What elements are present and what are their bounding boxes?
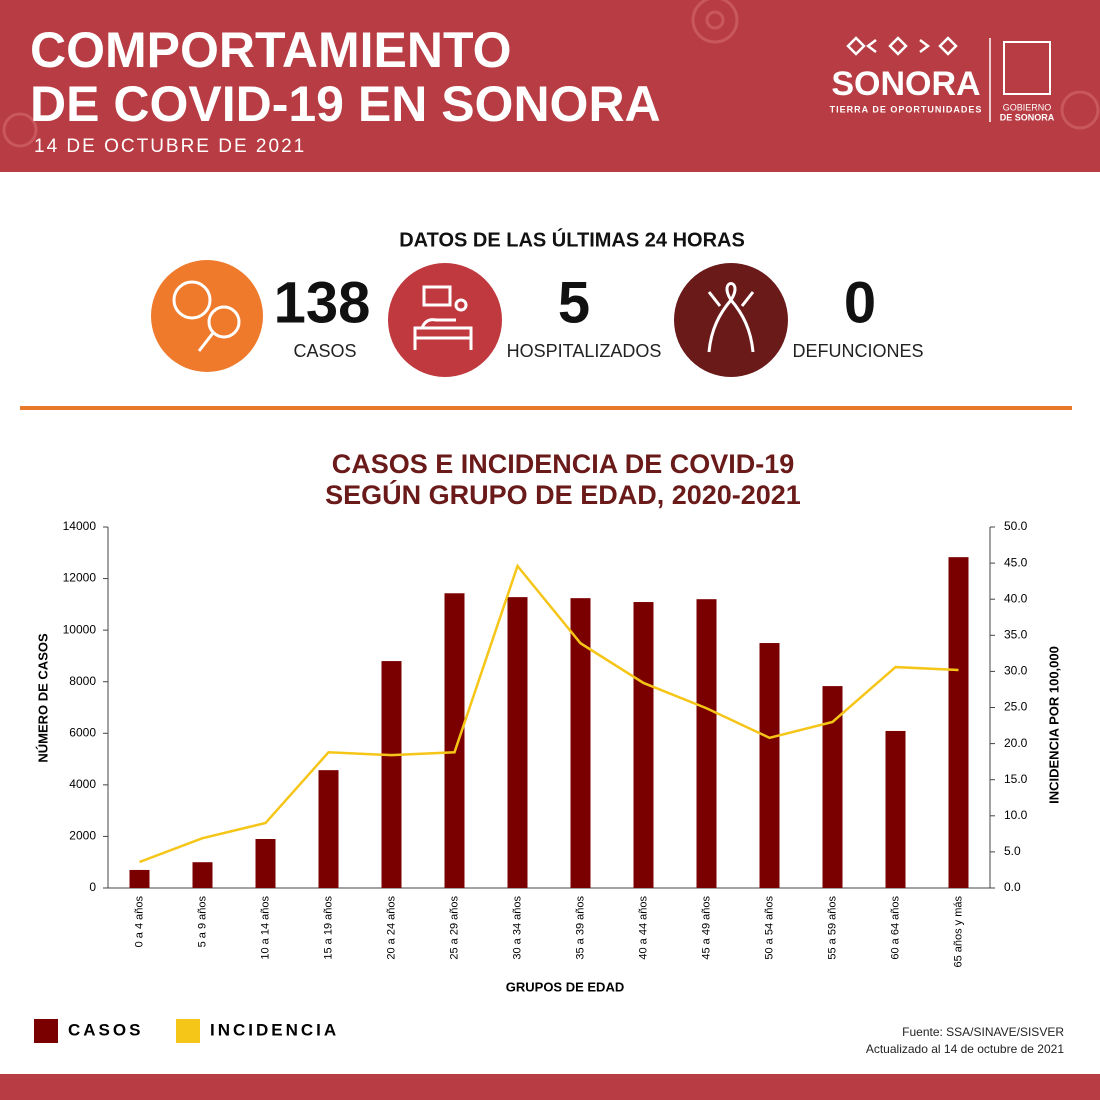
x-tick-label: 5 a 9 años (196, 896, 208, 948)
icon-hospital (388, 263, 502, 377)
source: Fuente: SSA/SINAVE/SISVER (902, 1025, 1064, 1039)
chart-title: CASOS E INCIDENCIA DE COVID-19 (332, 449, 795, 479)
y2-tick-label: 0.0 (1004, 880, 1021, 894)
summary-label: CASOS (293, 341, 356, 361)
x-tick-label: 20 a 24 años (385, 896, 397, 960)
summary-label: DEFUNCIONES (792, 341, 923, 361)
legend-swatch (176, 1019, 200, 1043)
bar (444, 593, 465, 888)
x-tick-label: 0 a 4 años (133, 896, 145, 948)
x-tick-label: 40 a 44 años (637, 896, 649, 960)
y-tick-label: 6000 (69, 725, 96, 739)
x-tick-label: 45 a 49 años (700, 896, 712, 960)
y2-tick-label: 35.0 (1004, 627, 1028, 641)
y2-tick-label: 10.0 (1004, 808, 1028, 822)
summary-heading: DATOS DE LAS ÚLTIMAS 24 HORAS (399, 227, 745, 251)
header-band (0, 0, 1100, 172)
logo-brand: SONORA (831, 65, 980, 103)
bar (633, 602, 654, 888)
y-axis-title: NÚMERO DE CASOS (35, 633, 50, 763)
header-date: 14 DE OCTUBRE DE 2021 (34, 136, 306, 157)
logo-tagline: TIERRA DE OPORTUNIDADES (830, 104, 983, 114)
y-tick-label: 0 (89, 880, 96, 894)
y-tick-label: 12000 (63, 571, 97, 585)
x-tick-label: 30 a 34 años (511, 896, 523, 960)
y-tick-label: 2000 (69, 829, 96, 843)
bar (507, 597, 528, 888)
bar (759, 643, 780, 888)
y-tick-label: 10000 (63, 622, 97, 636)
y2-tick-label: 5.0 (1004, 844, 1021, 858)
summary-value: 138 (274, 270, 371, 335)
legend-swatch (34, 1019, 58, 1043)
x-tick-label: 50 a 54 años (763, 896, 775, 960)
summary-value: 5 (558, 270, 590, 335)
y-tick-label: 8000 (69, 674, 96, 688)
header-title: DE COVID-19 EN SONORA (30, 76, 661, 132)
y2-tick-label: 25.0 (1004, 700, 1028, 714)
x-tick-label: 65 años y más (952, 896, 964, 968)
bar (696, 599, 717, 888)
x-axis-title: GRUPOS DE EDAD (506, 979, 624, 994)
y2-tick-label: 40.0 (1004, 591, 1028, 605)
x-tick-label: 15 a 19 años (322, 896, 334, 960)
chart-title: SEGÚN GRUPO DE EDAD, 2020-2021 (325, 479, 801, 510)
icon-deaths (674, 263, 788, 377)
y-tick-label: 14000 (63, 519, 97, 533)
legend-label: INCIDENCIA (210, 1020, 339, 1039)
y2-axis-title: INCIDENCIA POR 100,000 (1046, 646, 1061, 804)
logo-pattern (846, 36, 958, 56)
header-title: COMPORTAMIENTO (30, 22, 511, 78)
bar (192, 862, 213, 888)
icon-cases (151, 260, 263, 372)
legend-label: CASOS (68, 1020, 143, 1039)
bar (318, 770, 339, 888)
y2-tick-label: 50.0 (1004, 519, 1028, 533)
x-tick-label: 25 a 29 años (448, 896, 460, 960)
header-decoration (2, 0, 1100, 148)
y2-tick-label: 45.0 (1004, 555, 1028, 569)
summary-label: HOSPITALIZADOS (507, 341, 662, 361)
logo-government: GOBIERNO (1003, 102, 1052, 112)
updated: Actualizado al 14 de octubre de 2021 (866, 1042, 1064, 1056)
bar (255, 839, 276, 888)
bar (570, 598, 591, 888)
x-tick-label: 35 a 39 años (574, 896, 586, 960)
x-tick-label: 10 a 14 años (259, 896, 271, 960)
footer-band (0, 1074, 1100, 1100)
y2-tick-label: 30.0 (1004, 664, 1028, 678)
summary-value: 0 (844, 270, 876, 335)
y-tick-label: 4000 (69, 777, 96, 791)
bar (381, 661, 402, 888)
bar (822, 686, 843, 888)
y2-tick-label: 20.0 (1004, 736, 1028, 750)
divider (20, 406, 1072, 410)
logo-shield (1003, 41, 1051, 95)
logo-government: DE SONORA (1000, 112, 1055, 122)
y2-tick-label: 15.0 (1004, 772, 1028, 786)
bar (948, 557, 969, 888)
bar (129, 869, 150, 888)
line (139, 563, 959, 864)
x-tick-label: 55 a 59 años (826, 896, 838, 960)
bar (885, 730, 906, 888)
logo: SONORA TIERRA DE OPORTUNIDADES GOBIERNO … (830, 36, 1055, 122)
x-tick-label: 60 a 64 años (889, 896, 901, 960)
